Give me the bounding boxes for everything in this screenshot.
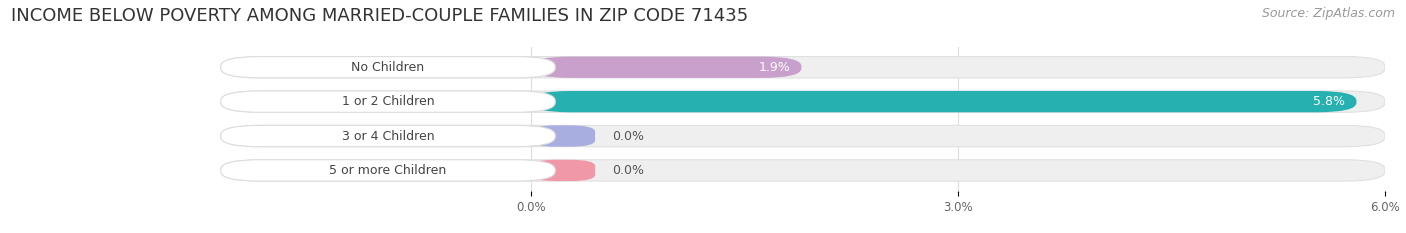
FancyBboxPatch shape: [221, 91, 1385, 112]
FancyBboxPatch shape: [221, 57, 555, 78]
Text: INCOME BELOW POVERTY AMONG MARRIED-COUPLE FAMILIES IN ZIP CODE 71435: INCOME BELOW POVERTY AMONG MARRIED-COUPL…: [11, 7, 748, 25]
Text: 1.9%: 1.9%: [758, 61, 790, 74]
FancyBboxPatch shape: [531, 91, 1357, 112]
FancyBboxPatch shape: [221, 91, 555, 112]
Text: 5 or more Children: 5 or more Children: [329, 164, 447, 177]
FancyBboxPatch shape: [531, 125, 595, 147]
Text: 0.0%: 0.0%: [612, 130, 644, 143]
FancyBboxPatch shape: [221, 57, 1385, 78]
FancyBboxPatch shape: [221, 125, 555, 147]
Text: Source: ZipAtlas.com: Source: ZipAtlas.com: [1261, 7, 1395, 20]
Text: 5.8%: 5.8%: [1313, 95, 1346, 108]
Text: 1 or 2 Children: 1 or 2 Children: [342, 95, 434, 108]
FancyBboxPatch shape: [531, 57, 801, 78]
Text: 0.0%: 0.0%: [612, 164, 644, 177]
Text: No Children: No Children: [352, 61, 425, 74]
FancyBboxPatch shape: [221, 160, 555, 181]
FancyBboxPatch shape: [531, 160, 595, 181]
FancyBboxPatch shape: [221, 160, 1385, 181]
Text: 3 or 4 Children: 3 or 4 Children: [342, 130, 434, 143]
FancyBboxPatch shape: [221, 125, 1385, 147]
